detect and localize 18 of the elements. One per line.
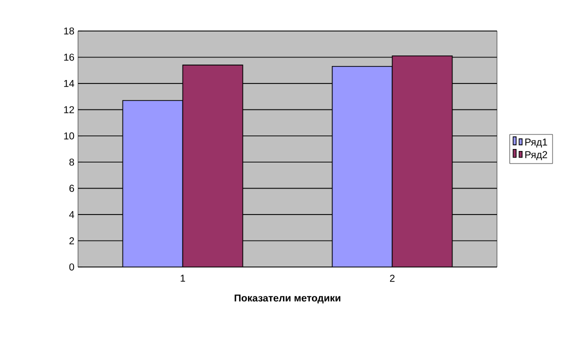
bar	[122, 100, 184, 267]
y-tick-label: 16	[64, 54, 74, 61]
x-tick-label: 1	[180, 274, 186, 282]
bar	[392, 56, 453, 267]
y-tick-label: 0	[69, 263, 74, 271]
y-tick-label: 8	[69, 158, 74, 166]
y-tick-label: 14	[64, 80, 74, 87]
y-tick-label: 2	[69, 237, 74, 244]
y-tick-label: 10	[64, 132, 74, 140]
y-tick-label: 6	[69, 184, 74, 192]
y-tick-label: 18	[64, 27, 74, 35]
y-tick-label: 4	[69, 211, 74, 218]
bar	[332, 66, 393, 267]
y-tick-label: 12	[64, 106, 74, 114]
legend-label: Ряд2	[525, 151, 548, 160]
bar	[182, 64, 244, 267]
x-axis-title: Показатели методики	[234, 294, 340, 304]
legend-label: Ряд1	[525, 138, 548, 148]
